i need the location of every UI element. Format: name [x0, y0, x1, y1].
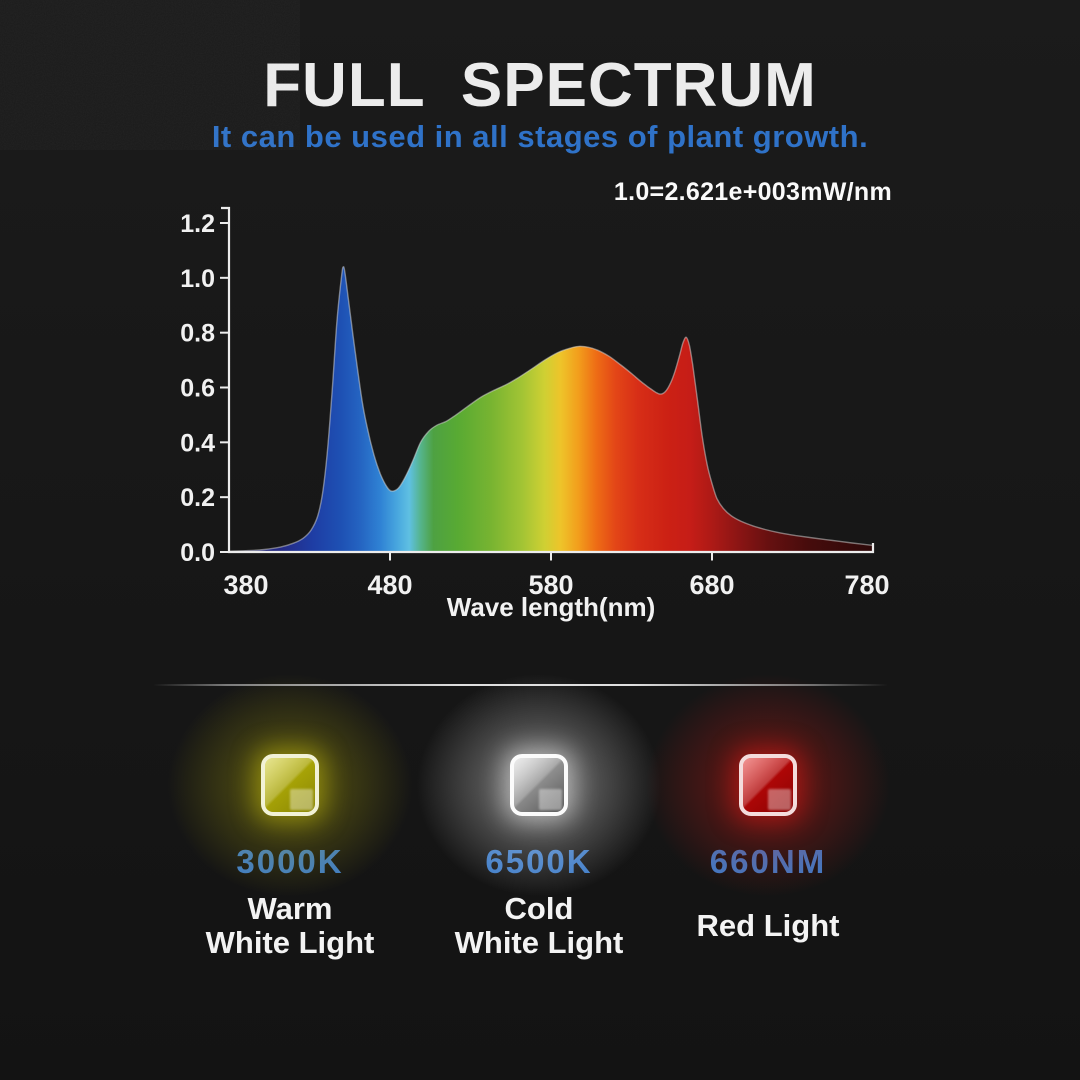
warm-white-led-icon [261, 754, 319, 816]
label-line: Warm [247, 891, 333, 926]
y-tick-label: 1.2 [180, 210, 215, 238]
chip-patch [539, 789, 562, 810]
red-led-icon [739, 754, 797, 816]
legend-item-red: 660NM Red Light [603, 635, 933, 963]
page-subtitle: It can be used in all stages of plant gr… [211, 119, 869, 154]
x-tick-label: 480 [367, 570, 412, 600]
page-title: FULL SPECTRUM [263, 51, 817, 120]
chip-shine [265, 758, 315, 812]
legend-item-cold-white: 6500K Cold White Light [374, 635, 704, 963]
y-tick-label: 1.0 [180, 265, 215, 293]
x-tick-label: 780 [844, 570, 889, 600]
label-line: White Light [454, 925, 624, 960]
color-temp-label: Warm White Light [206, 889, 375, 963]
y-tick-label: 0.8 [180, 320, 215, 348]
spectrum-chart: 0.0 0.2 0.4 0.6 0.8 1.0 1.2 380 480 580 680 780 [180, 206, 890, 600]
label-line: Cold [504, 891, 574, 926]
divider-line [153, 684, 888, 686]
spectrum-area [229, 266, 873, 552]
chip-shine [743, 758, 793, 812]
chip-patch [290, 789, 313, 810]
x-axis-title: Wave length(nm) [446, 592, 656, 622]
y-tick-label: 0.0 [180, 539, 215, 567]
y-tick-label: 0.6 [180, 375, 215, 403]
x-tick-label: 580 [528, 570, 573, 600]
wavelength-label: Red Light [697, 889, 840, 963]
spectrum-edge [228, 266, 874, 552]
cold-white-led-icon [510, 754, 568, 816]
legend-item-warm-white: 3000K Warm White Light [125, 635, 455, 963]
wavelength-value: 660NM [709, 843, 827, 880]
label-line: White Light [205, 925, 375, 960]
scale-annotation: 1.0=2.621e+003mW/nm [613, 178, 892, 206]
x-tick-label: 380 [223, 570, 268, 600]
color-temp-value: 3000K [236, 843, 344, 880]
y-tick-label: 0.2 [180, 484, 215, 512]
chip-patch [768, 789, 791, 810]
label-line: Red Light [696, 908, 840, 943]
color-temp-value: 6500K [485, 843, 593, 880]
y-tick-label: 0.4 [180, 429, 215, 457]
x-tick-label: 680 [689, 570, 734, 600]
color-temp-label: Cold White Light [455, 889, 624, 963]
chip-shine [514, 758, 564, 812]
